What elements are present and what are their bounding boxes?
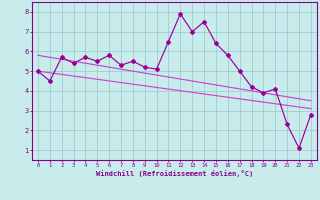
X-axis label: Windchill (Refroidissement éolien,°C): Windchill (Refroidissement éolien,°C) [96,170,253,177]
